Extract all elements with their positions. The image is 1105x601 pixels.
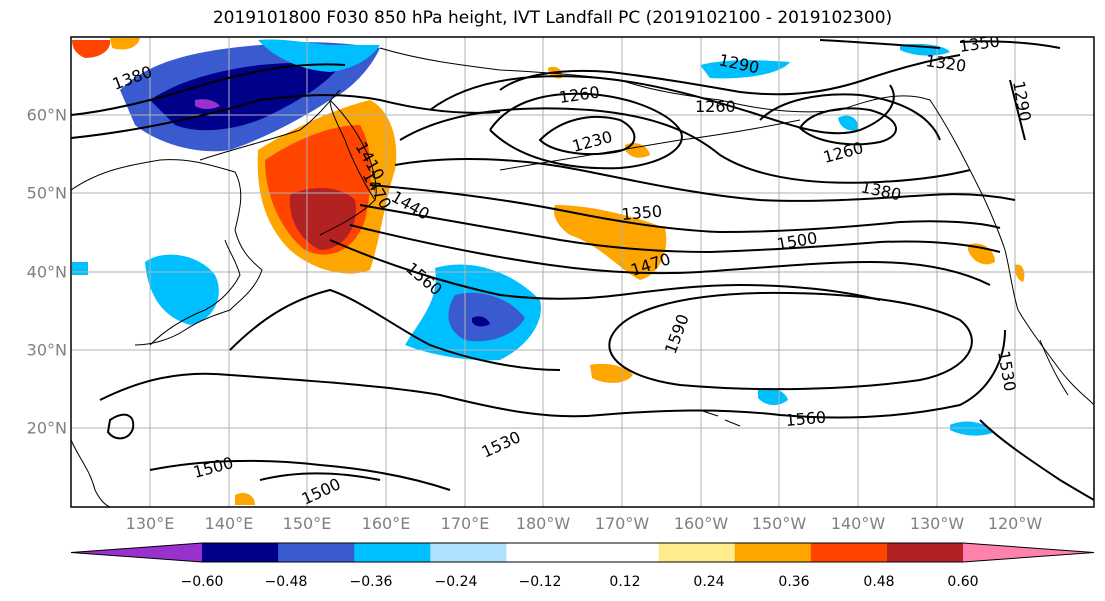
contour-line	[499, 54, 961, 96]
lon-label: 170°W	[594, 514, 650, 533]
contour-line	[608, 291, 973, 391]
lon-label: 150°W	[751, 514, 807, 533]
lon-label: 130°E	[125, 514, 175, 533]
colorbar-segment	[278, 543, 355, 562]
map-title: 2019101800 F030 850 hPa height, IVT Land…	[212, 8, 893, 28]
colorbar-tick-label: 0.24	[693, 574, 725, 590]
colorbar-tick-label: 0.36	[778, 574, 810, 590]
ivt-positive-region	[1014, 264, 1025, 282]
colorbar-extend-low	[71, 543, 202, 562]
contour-line	[259, 472, 381, 481]
map-gridlines	[71, 37, 1094, 507]
contour-line	[399, 107, 971, 184]
ivt-negative-region	[758, 388, 788, 406]
lon-label: 130°W	[909, 514, 965, 533]
lat-label: 60°N	[26, 105, 67, 125]
colorbar-tick-label: −0.12	[518, 574, 562, 590]
colorbar-tick-label: −0.24	[434, 574, 478, 590]
contour-line	[959, 40, 1061, 49]
map-frame	[70, 36, 1095, 508]
contour-label: 1350	[958, 31, 1001, 55]
lon-label: 120°W	[987, 514, 1043, 533]
colorbar-segment	[354, 543, 431, 562]
asia-coastline	[71, 159, 263, 346]
contour-label: 1560	[785, 408, 827, 430]
contour-line	[369, 184, 1001, 234]
colorbar-segment	[810, 543, 888, 562]
ivt-negative-region	[700, 60, 790, 79]
contour-label: 1350	[621, 202, 663, 224]
colorbar-segment	[506, 543, 583, 562]
colorbar-tick-label: −0.60	[180, 574, 224, 590]
ivt-negative-region	[195, 99, 220, 109]
contour-line	[798, 107, 897, 146]
ivt-negative-region	[150, 62, 340, 131]
colorbar-tick-label: 0.48	[863, 574, 895, 590]
contour-line	[538, 116, 636, 156]
colorbar-outline	[70, 542, 1095, 563]
ivt-positive-region	[289, 188, 356, 250]
ivt-positive-region	[625, 143, 650, 158]
contour-line	[759, 93, 941, 141]
japan-coastline	[149, 239, 241, 346]
contour-line	[349, 224, 991, 286]
ivt-negative-region	[950, 421, 995, 436]
colorbar-tick-label: −0.36	[349, 574, 393, 590]
height-contours	[71, 39, 1094, 501]
ivt-negative-region	[838, 115, 859, 131]
lon-label: 160°E	[361, 514, 411, 533]
contour-line	[979, 419, 1094, 501]
contour-line	[329, 239, 881, 301]
colorbar-segment	[430, 543, 507, 562]
contour-line	[106, 413, 135, 440]
lat-label: 20°N	[26, 418, 67, 438]
ivt-positive-region	[72, 40, 111, 58]
contour-line	[359, 204, 1001, 254]
contour-label: 1260	[695, 97, 736, 116]
colorbar-segment	[582, 543, 660, 562]
ivt-negative-region	[472, 316, 490, 327]
ivt-negative-region	[258, 39, 380, 72]
lat-label: 40°N	[26, 262, 67, 282]
lon-label: 170°E	[440, 514, 490, 533]
colorbar	[70, 542, 1095, 563]
contour-line	[99, 329, 1006, 419]
colorbar-tick-label: −0.48	[264, 574, 308, 590]
contour-line	[71, 63, 346, 116]
ivt-positive-region	[235, 493, 255, 505]
lat-label: 50°N	[26, 183, 67, 203]
colorbar-segment	[202, 543, 279, 562]
contour-line	[229, 288, 561, 371]
ivt-negative-region	[448, 292, 525, 342]
na-west-coast	[1004, 249, 1094, 406]
colorbar-segment	[886, 543, 964, 562]
contour-line	[819, 39, 941, 49]
colorbar-tick-label: 0.60	[947, 574, 979, 590]
contour-line	[1009, 79, 1026, 141]
lat-label: 30°N	[26, 340, 67, 360]
lon-label: 140°E	[204, 514, 254, 533]
colorbar-segment	[734, 543, 812, 562]
okhotsk-coast	[199, 89, 341, 161]
kuril-islands	[319, 199, 376, 236]
colorbar-extend-high	[963, 543, 1094, 562]
lon-label: 180°W	[515, 514, 571, 533]
contour-line	[394, 157, 1016, 202]
contour-line	[429, 75, 895, 135]
baja-california	[1039, 339, 1069, 396]
ivt-negative-region	[72, 262, 88, 275]
ivt-positive-region	[110, 38, 140, 50]
lon-label: 150°E	[282, 514, 332, 533]
colorbar-segment	[658, 543, 736, 562]
philippines-coast	[71, 439, 111, 507]
colorbar-tick-label: 0.12	[609, 574, 641, 590]
lon-label: 160°W	[673, 514, 729, 533]
contour-line	[71, 94, 501, 139]
lon-label: 140°W	[830, 514, 886, 533]
contour-line	[149, 459, 451, 491]
